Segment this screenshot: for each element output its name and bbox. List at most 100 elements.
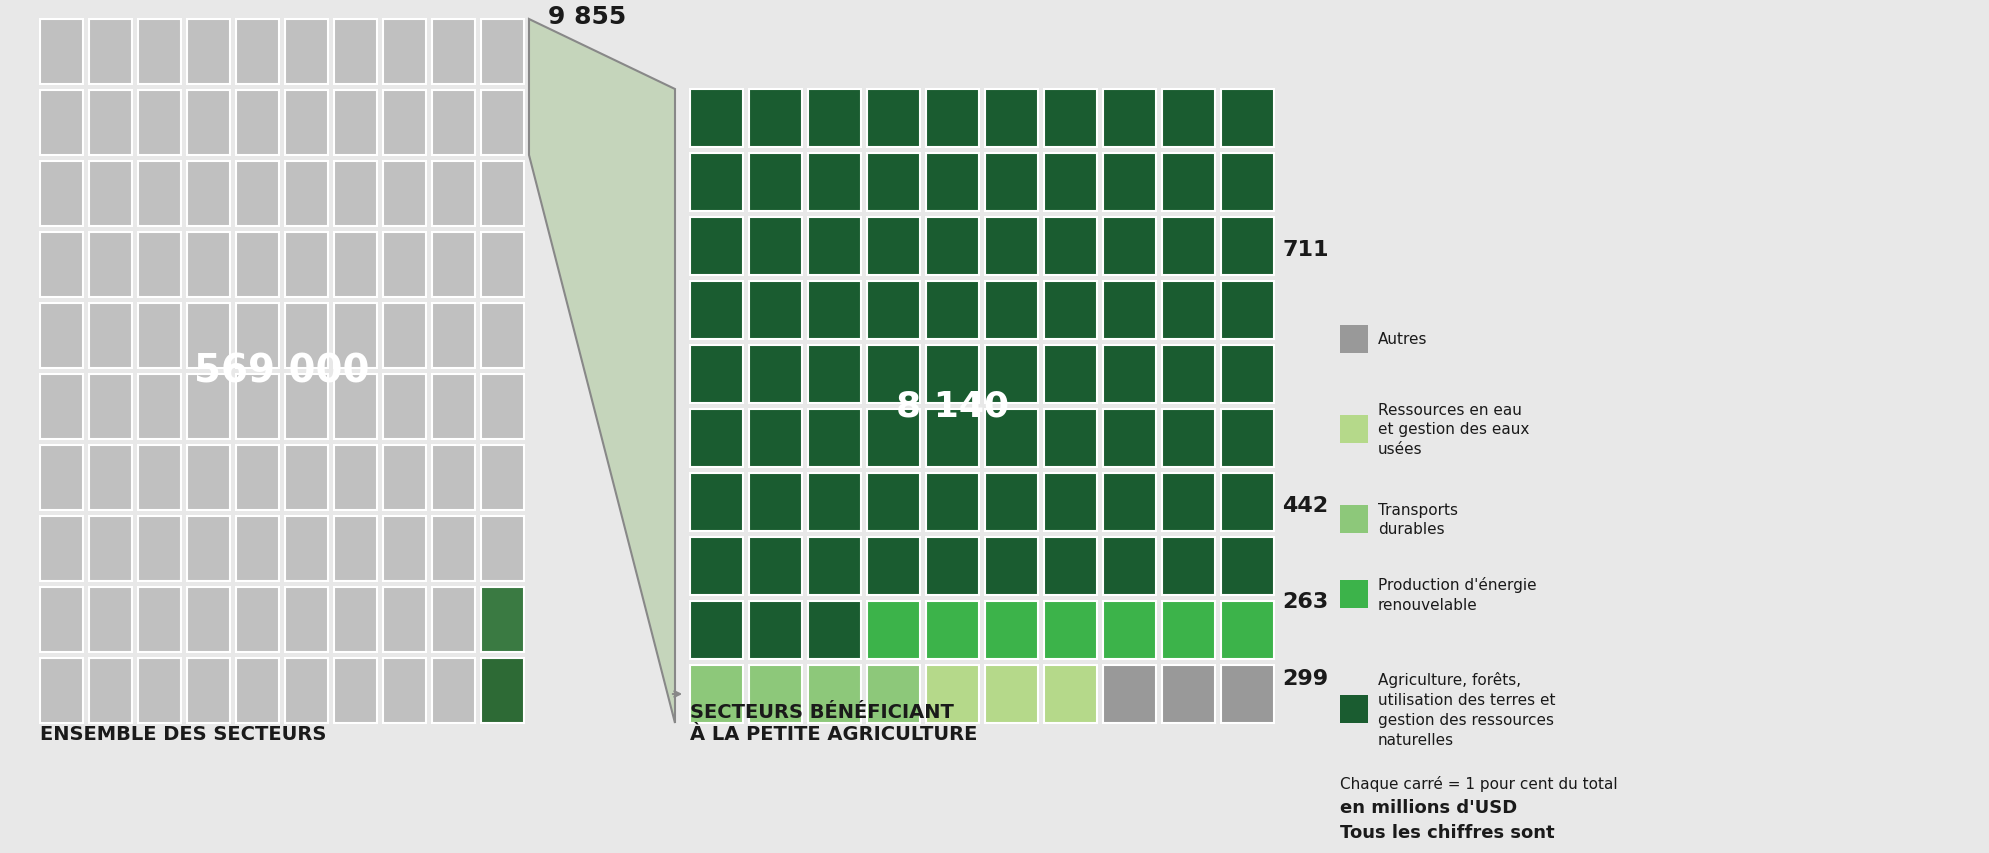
FancyBboxPatch shape [1044, 281, 1096, 339]
FancyBboxPatch shape [1162, 601, 1215, 659]
FancyBboxPatch shape [90, 445, 131, 510]
FancyBboxPatch shape [237, 233, 278, 298]
FancyBboxPatch shape [481, 659, 523, 723]
FancyBboxPatch shape [985, 537, 1038, 595]
FancyBboxPatch shape [284, 91, 328, 156]
FancyBboxPatch shape [1102, 537, 1156, 595]
FancyBboxPatch shape [137, 588, 181, 653]
FancyBboxPatch shape [90, 162, 131, 227]
FancyBboxPatch shape [808, 409, 861, 467]
FancyBboxPatch shape [808, 601, 861, 659]
FancyBboxPatch shape [90, 588, 131, 653]
FancyBboxPatch shape [985, 154, 1038, 212]
FancyBboxPatch shape [1339, 695, 1366, 723]
FancyBboxPatch shape [1221, 90, 1273, 148]
FancyBboxPatch shape [808, 345, 861, 403]
FancyBboxPatch shape [284, 233, 328, 298]
FancyBboxPatch shape [1221, 537, 1273, 595]
FancyBboxPatch shape [985, 218, 1038, 276]
FancyBboxPatch shape [187, 162, 231, 227]
FancyBboxPatch shape [1221, 601, 1273, 659]
FancyBboxPatch shape [137, 20, 181, 85]
FancyBboxPatch shape [748, 665, 802, 723]
FancyBboxPatch shape [334, 445, 376, 510]
FancyBboxPatch shape [985, 281, 1038, 339]
Text: SECTEURS BÉNÉFICIANT
À LA PETITE AGRICULTURE: SECTEURS BÉNÉFICIANT À LA PETITE AGRICUL… [690, 702, 977, 743]
FancyBboxPatch shape [1162, 345, 1215, 403]
FancyBboxPatch shape [985, 601, 1038, 659]
FancyBboxPatch shape [90, 233, 131, 298]
FancyBboxPatch shape [690, 218, 742, 276]
FancyBboxPatch shape [40, 516, 84, 581]
FancyBboxPatch shape [237, 374, 278, 439]
FancyBboxPatch shape [90, 304, 131, 368]
FancyBboxPatch shape [382, 20, 426, 85]
FancyBboxPatch shape [237, 20, 278, 85]
FancyBboxPatch shape [1044, 601, 1096, 659]
FancyBboxPatch shape [808, 218, 861, 276]
Text: Tous les chiffres sont: Tous les chiffres sont [1339, 823, 1553, 841]
Text: Ressources en eau
et gestion des eaux
usées: Ressources en eau et gestion des eaux us… [1376, 403, 1530, 456]
FancyBboxPatch shape [1102, 218, 1156, 276]
FancyBboxPatch shape [867, 665, 919, 723]
FancyBboxPatch shape [137, 304, 181, 368]
FancyBboxPatch shape [690, 537, 742, 595]
FancyBboxPatch shape [690, 601, 742, 659]
FancyBboxPatch shape [808, 154, 861, 212]
FancyBboxPatch shape [748, 281, 802, 339]
FancyBboxPatch shape [237, 445, 278, 510]
FancyBboxPatch shape [382, 659, 426, 723]
FancyBboxPatch shape [432, 374, 475, 439]
FancyBboxPatch shape [137, 91, 181, 156]
FancyBboxPatch shape [187, 374, 231, 439]
FancyBboxPatch shape [284, 374, 328, 439]
FancyBboxPatch shape [748, 90, 802, 148]
FancyBboxPatch shape [690, 473, 742, 531]
FancyBboxPatch shape [1339, 506, 1366, 533]
FancyBboxPatch shape [40, 233, 84, 298]
FancyBboxPatch shape [334, 374, 376, 439]
Text: 263: 263 [1281, 591, 1327, 612]
FancyBboxPatch shape [1044, 409, 1096, 467]
FancyBboxPatch shape [40, 162, 84, 227]
FancyBboxPatch shape [432, 304, 475, 368]
FancyBboxPatch shape [690, 665, 742, 723]
Text: Autres: Autres [1376, 332, 1426, 347]
FancyBboxPatch shape [1162, 665, 1215, 723]
FancyBboxPatch shape [334, 20, 376, 85]
FancyBboxPatch shape [137, 233, 181, 298]
FancyBboxPatch shape [137, 374, 181, 439]
FancyBboxPatch shape [284, 304, 328, 368]
FancyBboxPatch shape [748, 218, 802, 276]
FancyBboxPatch shape [382, 588, 426, 653]
Text: 442: 442 [1281, 496, 1327, 515]
FancyBboxPatch shape [748, 345, 802, 403]
FancyBboxPatch shape [90, 659, 131, 723]
FancyBboxPatch shape [925, 154, 979, 212]
FancyBboxPatch shape [334, 588, 376, 653]
FancyBboxPatch shape [1044, 154, 1096, 212]
FancyBboxPatch shape [432, 91, 475, 156]
FancyBboxPatch shape [137, 516, 181, 581]
FancyBboxPatch shape [334, 91, 376, 156]
FancyBboxPatch shape [1221, 218, 1273, 276]
FancyBboxPatch shape [690, 154, 742, 212]
FancyBboxPatch shape [137, 162, 181, 227]
FancyBboxPatch shape [1162, 537, 1215, 595]
FancyBboxPatch shape [432, 588, 475, 653]
FancyBboxPatch shape [382, 304, 426, 368]
FancyBboxPatch shape [748, 409, 802, 467]
Text: Production d'énergie
renouvelable: Production d'énergie renouvelable [1376, 577, 1536, 612]
FancyBboxPatch shape [1339, 415, 1366, 444]
FancyBboxPatch shape [748, 473, 802, 531]
FancyBboxPatch shape [284, 588, 328, 653]
FancyBboxPatch shape [237, 304, 278, 368]
FancyBboxPatch shape [925, 90, 979, 148]
FancyBboxPatch shape [237, 659, 278, 723]
FancyBboxPatch shape [1102, 665, 1156, 723]
FancyBboxPatch shape [748, 601, 802, 659]
FancyBboxPatch shape [382, 445, 426, 510]
FancyBboxPatch shape [432, 233, 475, 298]
FancyBboxPatch shape [432, 659, 475, 723]
FancyBboxPatch shape [1221, 281, 1273, 339]
